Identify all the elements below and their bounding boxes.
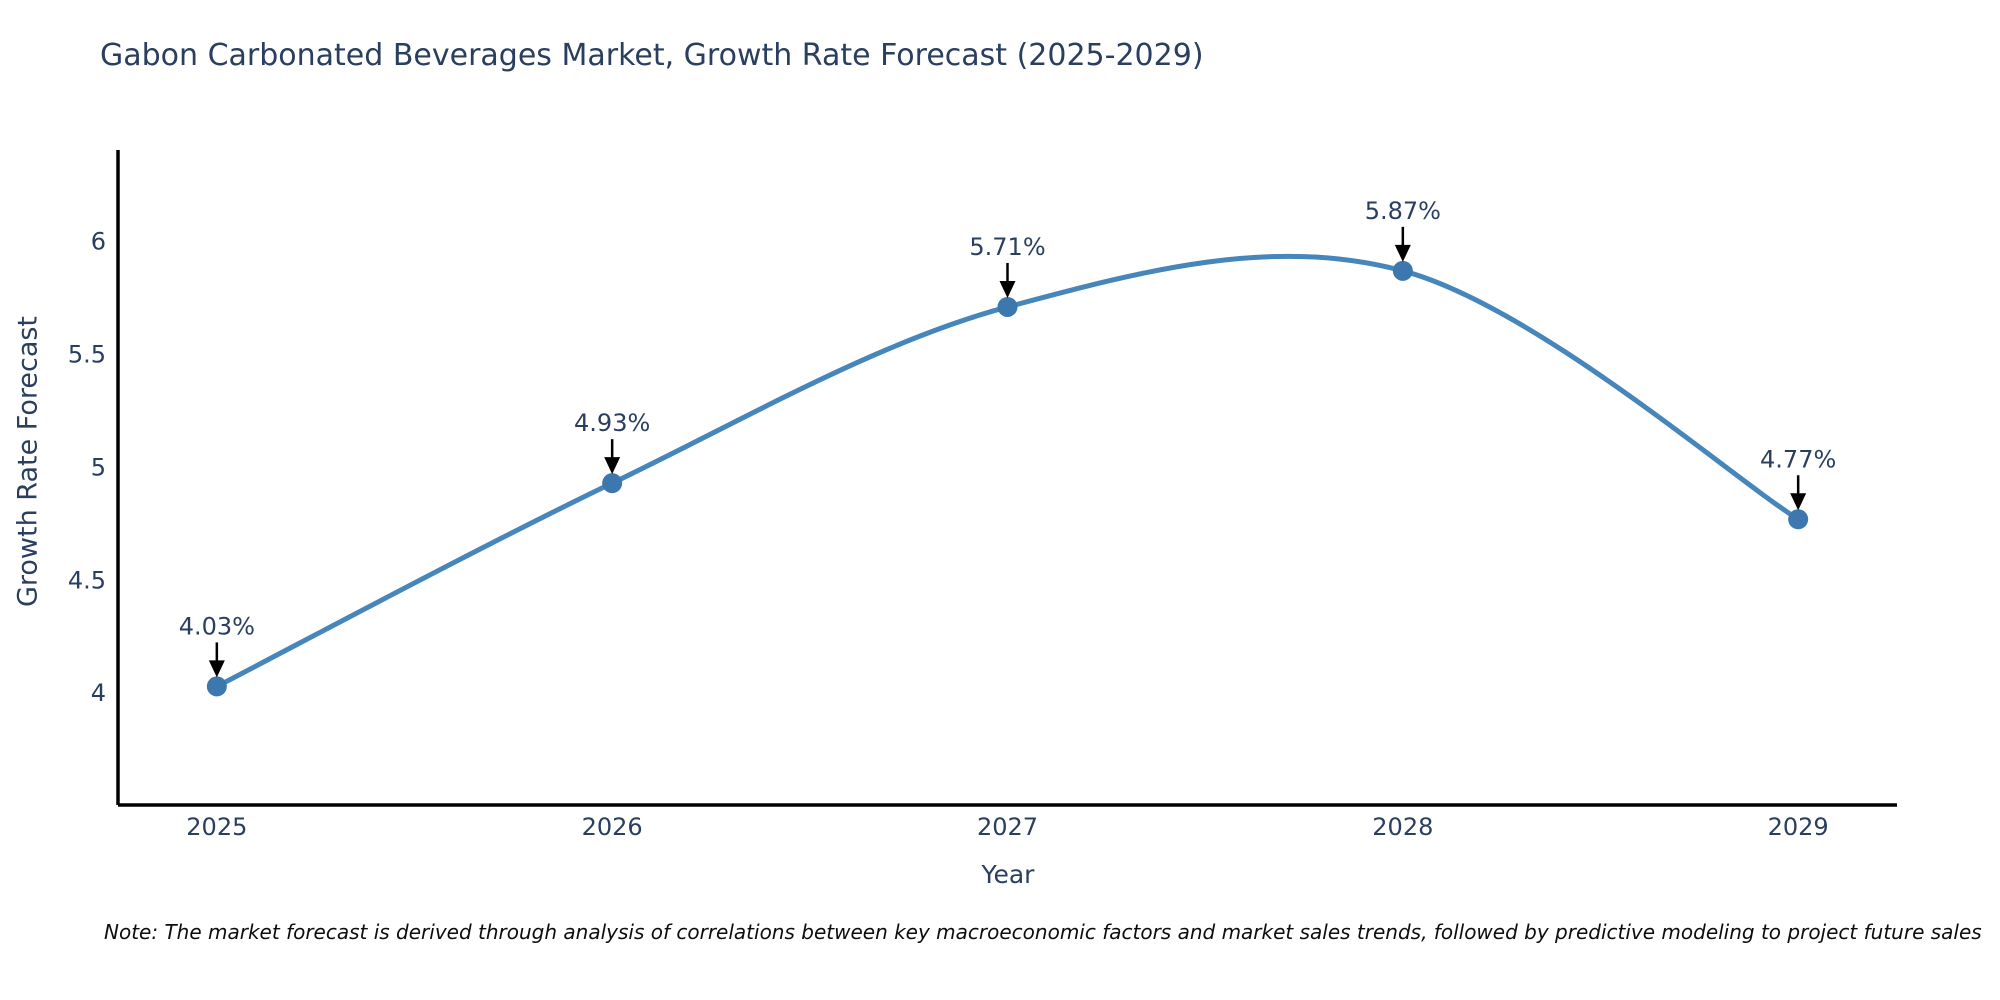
x-tick-label: 2026 bbox=[582, 813, 643, 841]
chart-title: Gabon Carbonated Beverages Market, Growt… bbox=[100, 38, 1204, 73]
data-point-marker bbox=[1392, 260, 1413, 281]
annotation-arrowhead bbox=[1790, 493, 1807, 511]
x-tick-label: 2028 bbox=[1372, 813, 1433, 841]
forecast-line-series bbox=[214, 253, 1801, 689]
annotation-arrowhead bbox=[999, 280, 1016, 298]
annotation-arrowhead bbox=[604, 457, 621, 475]
data-point-label: 4.93% bbox=[574, 409, 650, 437]
data-point-marker bbox=[206, 676, 227, 697]
x-tick-label: 2029 bbox=[1768, 813, 1829, 841]
y-tick-label: 5.5 bbox=[68, 340, 106, 368]
x-axis-title: Year bbox=[981, 860, 1035, 889]
data-point-label: 5.87% bbox=[1365, 197, 1441, 225]
x-tick-label: 2025 bbox=[186, 813, 247, 841]
annotation-arrowhead bbox=[1394, 244, 1411, 262]
y-tick-label: 4.5 bbox=[68, 566, 106, 594]
data-point-label: 4.03% bbox=[179, 612, 255, 640]
y-tick-label: 5 bbox=[91, 453, 106, 481]
y-tick-label: 4 bbox=[91, 679, 106, 707]
data-point-marker bbox=[1788, 509, 1809, 530]
data-point-label: 4.77% bbox=[1760, 445, 1836, 473]
y-tick-label: 6 bbox=[91, 227, 106, 255]
y-axis-title: Growth Rate Forecast bbox=[12, 315, 44, 608]
data-point-marker bbox=[997, 296, 1018, 317]
data-point-label: 5.71% bbox=[969, 233, 1045, 261]
annotation-arrowhead bbox=[208, 660, 225, 678]
data-point-marker bbox=[602, 473, 623, 494]
footnote: Note: The market forecast is derived thr… bbox=[104, 920, 1982, 944]
x-tick-label: 2027 bbox=[977, 813, 1038, 841]
